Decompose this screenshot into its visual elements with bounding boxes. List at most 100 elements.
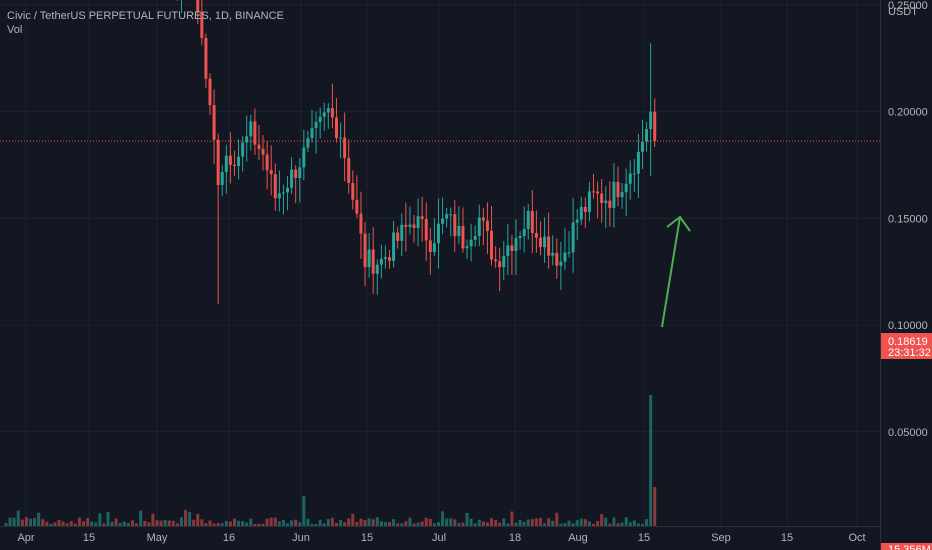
volume-bar <box>375 517 379 526</box>
candle-body <box>649 111 653 130</box>
candles <box>176 0 657 304</box>
candle-body <box>351 183 355 200</box>
volume-bar <box>281 519 285 526</box>
candle-body <box>363 233 367 268</box>
volume-bar <box>502 518 506 526</box>
volume-bar <box>102 523 106 526</box>
candle-body <box>616 181 620 198</box>
volume-bar <box>473 523 477 526</box>
volume-bar <box>355 521 359 526</box>
volume-bar <box>367 518 371 526</box>
candle-body <box>485 220 489 231</box>
volume-bar <box>571 523 575 526</box>
candle-body <box>392 232 396 261</box>
volume-bar <box>575 520 579 526</box>
candle-body <box>477 217 481 237</box>
candle-body <box>547 236 551 256</box>
candle-body <box>620 192 624 198</box>
volume-bar <box>143 520 147 526</box>
volume-bar <box>220 523 224 526</box>
candle-body <box>302 147 306 168</box>
volume-bar <box>192 519 196 526</box>
arrow-shaft <box>661 216 681 328</box>
volume-bar <box>379 521 383 526</box>
candle-body <box>526 210 530 229</box>
volume-bar <box>518 519 522 526</box>
candle-body <box>453 214 457 236</box>
candle-body <box>232 164 236 166</box>
arrow-head <box>666 215 691 232</box>
volume-bar <box>196 513 200 526</box>
candle-body <box>575 219 579 223</box>
candle-body <box>571 222 575 253</box>
candle-body <box>326 108 330 113</box>
volume-bar <box>204 523 208 526</box>
candle-body <box>494 259 498 262</box>
volume-bar <box>567 520 571 526</box>
candle-body <box>404 224 408 227</box>
volume-bar <box>216 522 220 526</box>
volume-bar <box>269 517 273 526</box>
volume-bar <box>600 514 604 526</box>
volume-bar <box>28 518 32 526</box>
volume-bar <box>86 518 90 526</box>
volume-bar <box>98 513 102 526</box>
volume-bar <box>477 519 481 526</box>
candle-body <box>640 141 644 152</box>
volume-tag <box>881 543 932 550</box>
volume-bar <box>371 519 375 526</box>
volume-bar <box>400 523 404 526</box>
volume-bar <box>249 518 253 526</box>
candle-body <box>294 169 298 179</box>
candle-body <box>339 137 343 139</box>
candle-body <box>424 218 428 241</box>
candle-body <box>518 235 522 239</box>
volume-bar <box>122 521 126 526</box>
candle-body <box>359 213 363 234</box>
volume-bar <box>587 521 591 526</box>
candle-body <box>473 236 477 240</box>
symbol-title[interactable]: Civic / TetherUS PERPETUAL FUTURES, 1D, … <box>7 10 284 22</box>
volume-bar <box>298 522 302 526</box>
volume-bar <box>506 523 510 526</box>
candle-body <box>265 154 269 171</box>
candle-body <box>416 216 420 229</box>
volume-bar <box>498 522 502 526</box>
candle-body <box>596 191 600 194</box>
candle-body <box>269 170 273 175</box>
volume-bar <box>118 523 122 526</box>
volume-bar <box>61 521 65 526</box>
volume-bar <box>200 519 204 526</box>
volume-bar <box>179 517 183 526</box>
volume-bar <box>551 520 555 526</box>
candle-body <box>567 252 571 254</box>
volume-bar <box>396 523 400 526</box>
time-tick-label: Aug <box>568 532 588 544</box>
candle-body <box>241 142 245 157</box>
candle-body <box>604 200 608 204</box>
volume-bar <box>465 512 469 526</box>
volume-bar <box>16 510 20 526</box>
candle-body <box>306 138 310 148</box>
price-tick-label: 0.20000 <box>888 107 928 119</box>
candle-body <box>355 199 359 214</box>
volume-bar <box>4 523 8 526</box>
price-tick-label: 0.15000 <box>888 213 928 225</box>
candle-body <box>445 214 449 219</box>
candle-body <box>436 223 440 244</box>
candle-body <box>330 108 334 118</box>
volume-bar <box>649 395 653 526</box>
volume-bar <box>351 513 355 526</box>
volume-bar <box>69 521 73 526</box>
volume-label[interactable]: Vol <box>7 24 23 36</box>
volume-bar <box>224 520 228 526</box>
volume-bar <box>596 520 600 526</box>
volume-bar <box>530 519 534 526</box>
volume-bar <box>408 517 412 526</box>
volume-bar <box>90 521 94 526</box>
candle-body <box>314 122 318 129</box>
volume-bar <box>457 523 461 526</box>
candle-body <box>612 181 616 208</box>
